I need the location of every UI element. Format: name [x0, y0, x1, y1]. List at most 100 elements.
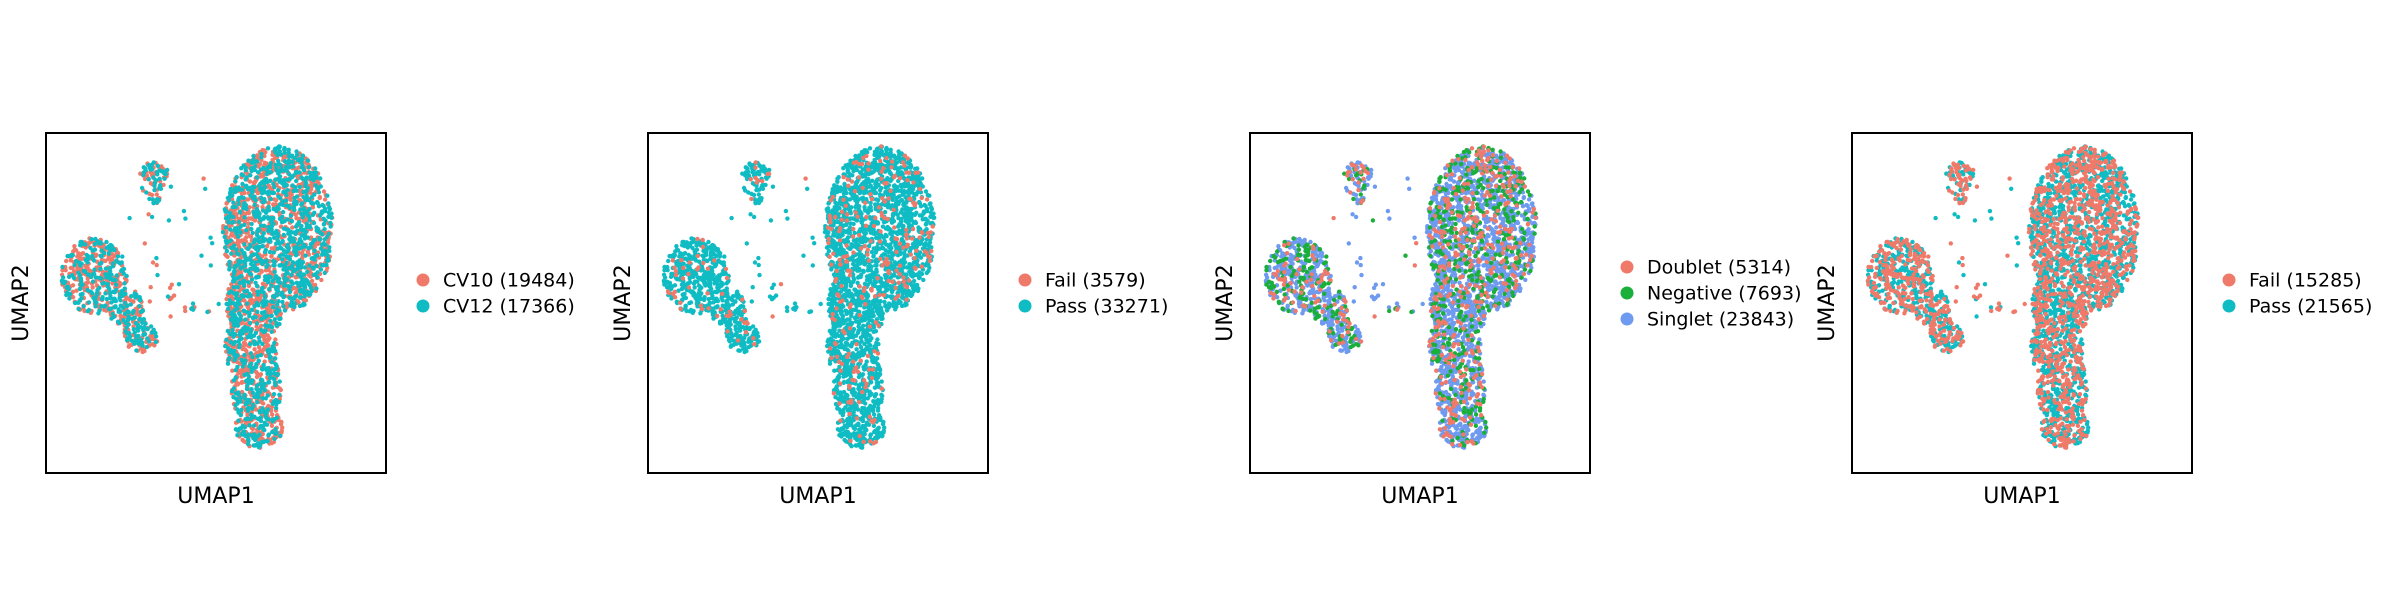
scatter-point [105, 284, 110, 289]
scatter-point [230, 368, 235, 373]
scatter-point [134, 348, 139, 353]
scatter-point [229, 251, 234, 256]
scatter-point [236, 219, 242, 225]
scatter-point [210, 241, 215, 246]
scatter-point [115, 254, 121, 259]
scatter-point [279, 290, 285, 295]
scatter-point [205, 309, 210, 315]
scatter-point [254, 283, 260, 289]
scatter-point [256, 303, 261, 308]
scatter-point [105, 272, 110, 277]
scatter-point [226, 357, 231, 363]
scatter-point [321, 203, 326, 209]
scatter-point [117, 295, 122, 301]
scatter-point [249, 277, 255, 282]
scatter-point [265, 333, 270, 338]
scatter-point [319, 277, 324, 283]
scatter-point [295, 157, 301, 163]
scatter-point [245, 416, 251, 422]
scatter-point [251, 339, 257, 344]
scatter-point [259, 310, 265, 315]
scatter-point [223, 225, 229, 230]
scatter-point [318, 267, 324, 272]
scatter-point [248, 216, 254, 221]
scatter-point [63, 258, 69, 264]
scatter-point [230, 327, 235, 333]
scatter-point [310, 240, 315, 246]
scatter-point [92, 241, 98, 247]
scatter-point [244, 206, 249, 212]
scatter-point [252, 304, 257, 309]
scatter-point [112, 296, 117, 301]
scatter-point [251, 315, 256, 320]
scatter-point [265, 407, 271, 412]
scatter-point [272, 356, 277, 361]
scatter-point [282, 159, 288, 164]
scatter-point [150, 260, 156, 265]
scatter-point [281, 190, 286, 195]
scatter-point [165, 294, 171, 299]
scatter-point [227, 262, 232, 267]
scatter-point [255, 229, 260, 234]
scatter-point [825, 209, 830, 214]
scatter-point [289, 272, 294, 278]
scatter-point [322, 197, 328, 202]
scatter-point [242, 261, 248, 266]
scatter-point [120, 254, 125, 259]
scatter-point [263, 353, 269, 359]
scatter-point [863, 401, 868, 406]
scatter-point [154, 262, 159, 268]
scatter-point [77, 260, 82, 265]
scatter-point [250, 190, 255, 195]
scatter-point [168, 314, 173, 319]
scatter-point [293, 224, 299, 229]
scatter-point [280, 425, 285, 430]
scatter-point [272, 269, 277, 275]
scatter-point [260, 366, 265, 371]
scatter-point [271, 376, 276, 381]
scatter-point [249, 406, 255, 411]
scatter-point [144, 190, 149, 195]
scatter-point [236, 259, 241, 264]
scatter-point [315, 201, 320, 206]
scatter-point [237, 345, 242, 350]
scatter-point [225, 195, 231, 201]
scatter-point [272, 340, 277, 346]
scatter-point [155, 272, 160, 278]
scatter-point [320, 252, 325, 257]
scatter-point [849, 444, 854, 449]
scatter-point [304, 175, 309, 180]
scatter-point [265, 207, 271, 212]
scatter-point [246, 432, 251, 437]
scatter-point [255, 233, 260, 238]
scatter-point [260, 396, 265, 401]
scatter-point [249, 380, 254, 385]
scatter-point [282, 308, 288, 313]
scatter-point [249, 221, 254, 227]
scatter-point [844, 222, 849, 227]
scatter-point [262, 249, 268, 255]
scatter-point [251, 423, 257, 428]
scatter-point [274, 307, 280, 312]
scatter-point [265, 393, 271, 398]
scatter-point [261, 362, 266, 368]
scatter-point [275, 145, 281, 150]
scatter-point [302, 284, 307, 289]
scatter-point [113, 282, 119, 287]
scatter-point [281, 304, 286, 309]
scatter-point [249, 160, 254, 165]
scatter-point [258, 352, 264, 358]
scatter-point [289, 218, 294, 224]
scatter-point [262, 359, 267, 364]
scatter-point [162, 176, 167, 181]
scatter-point [266, 268, 271, 273]
scatter-point [277, 202, 283, 207]
scatter-point [852, 287, 857, 292]
scatter-point [265, 165, 271, 170]
scatter-point [271, 392, 277, 397]
scatter-point [242, 242, 247, 247]
scatter-point [261, 186, 267, 191]
scatter-point [309, 256, 314, 261]
y-axis-label: UMAP2 [9, 264, 34, 341]
scatter-point [271, 347, 276, 352]
